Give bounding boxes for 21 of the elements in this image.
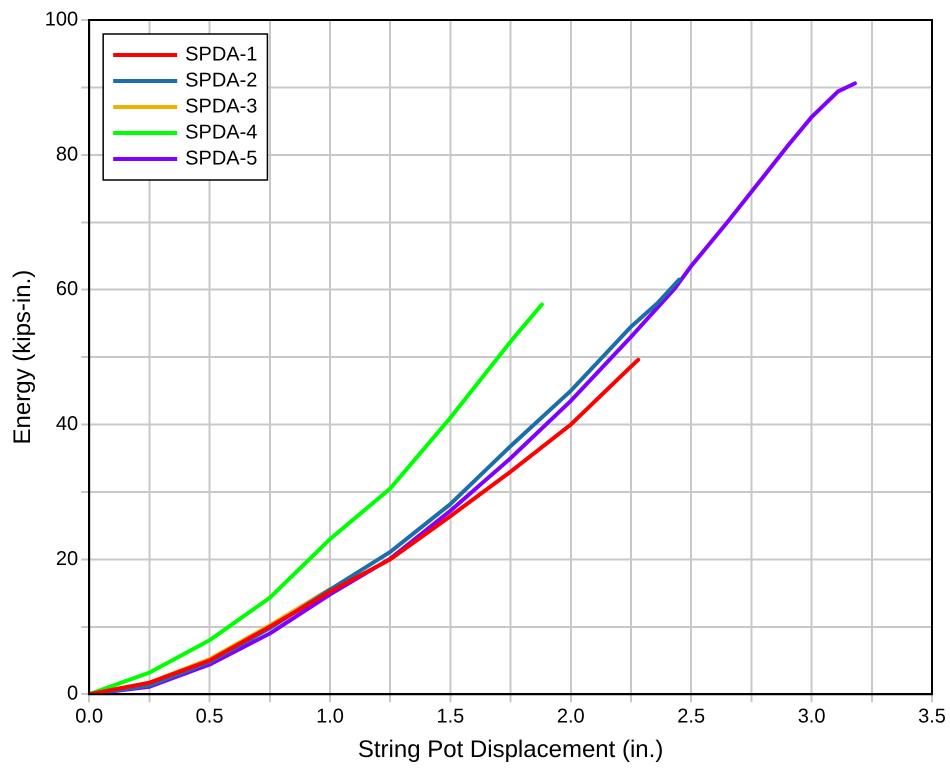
x-tick-label: 0.0 — [75, 706, 104, 728]
y-tick-label: 0 — [67, 682, 78, 705]
y-axis-title: Energy (kips-in.) — [9, 270, 36, 444]
x-tick-label: 1.0 — [316, 706, 344, 728]
y-tick-label: 60 — [56, 278, 78, 300]
y-tick-label: 100 — [44, 8, 78, 31]
x-tick-label: 1.5 — [436, 706, 464, 728]
legend-label: SPDA-3 — [185, 96, 258, 118]
legend-label: SPDA-1 — [185, 44, 258, 66]
x-axis-title: String Pot Displacement (in.) — [358, 736, 664, 764]
y-tick-label: 40 — [56, 413, 78, 436]
x-tick-label: 0.5 — [196, 706, 224, 728]
x-tick-label: 3.5 — [918, 706, 946, 728]
x-tick-label: 2.0 — [556, 706, 585, 728]
legend-label: SPDA-2 — [185, 70, 258, 92]
legend-label: SPDA-5 — [185, 148, 258, 170]
legend-label: SPDA-4 — [185, 122, 258, 144]
x-tick-label: 3.0 — [798, 706, 826, 728]
x-tick-label: 2.5 — [677, 706, 706, 728]
y-tick-label: 80 — [56, 143, 78, 166]
y-tick-label: 20 — [56, 548, 78, 570]
